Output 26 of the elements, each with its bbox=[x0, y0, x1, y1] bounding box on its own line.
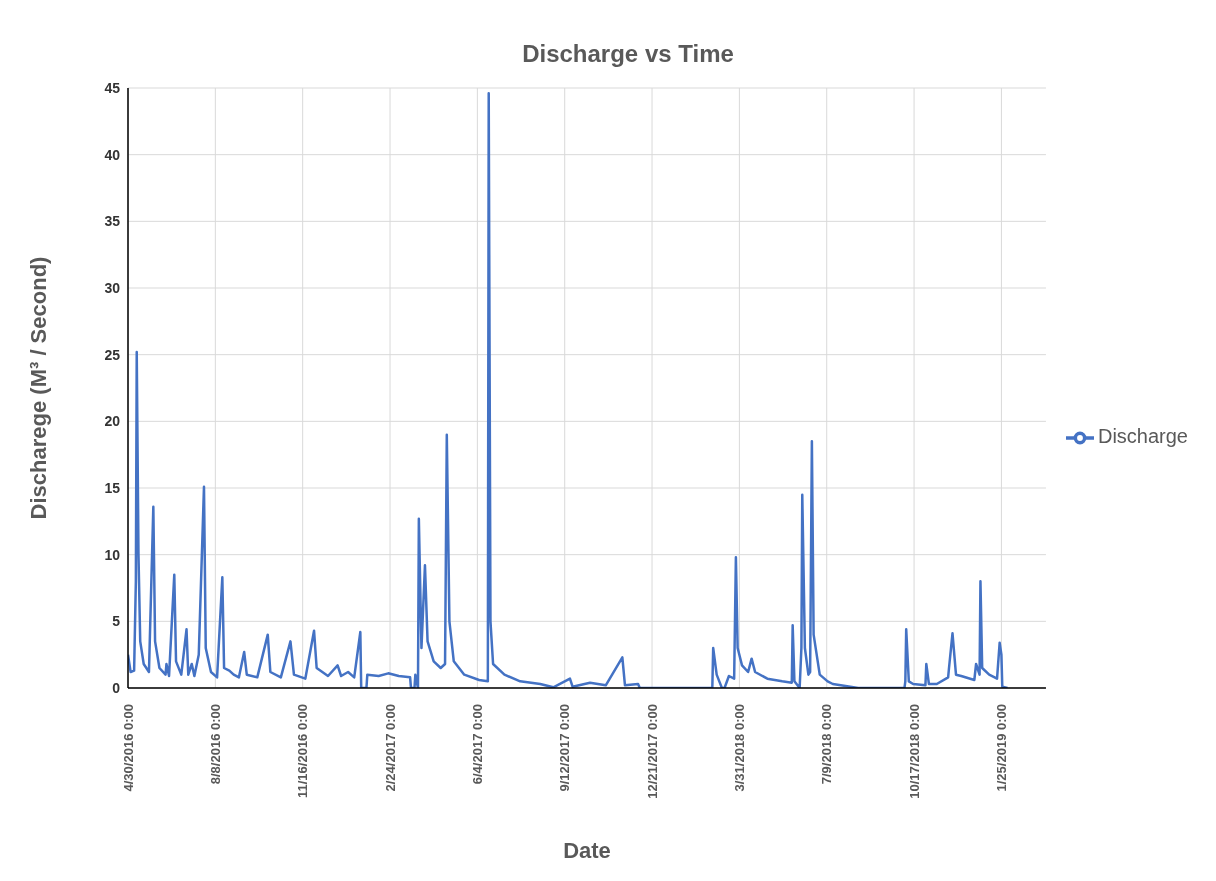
y-tick-label: 35 bbox=[104, 213, 121, 230]
y-tick-label: 5 bbox=[112, 613, 121, 630]
x-tick-label: 6/4/2017 0:00 bbox=[469, 704, 485, 785]
legend-label: Discharge bbox=[1097, 425, 1188, 448]
y-tick-label: 30 bbox=[104, 279, 121, 296]
x-axis-title: Date bbox=[563, 838, 611, 863]
y-tick-label: 0 bbox=[112, 679, 121, 696]
x-tick-label: 3/31/2018 0:00 bbox=[731, 704, 747, 792]
x-tick-label: 11/16/2016 0:00 bbox=[295, 704, 311, 798]
y-axis-title: Discharege (M³ / Second) bbox=[25, 256, 51, 520]
x-tick-label: 4/30/2016 0:00 bbox=[120, 704, 136, 792]
x-tick-label: 2/24/2017 0:00 bbox=[382, 704, 398, 792]
y-tick-label: 25 bbox=[104, 346, 121, 363]
chart-title: Discharge vs Time bbox=[521, 40, 735, 68]
x-tick-label: 7/9/2018 0:00 bbox=[819, 704, 835, 785]
x-tick-label: 10/17/2018 0:00 bbox=[906, 704, 922, 799]
y-tick-label: 15 bbox=[104, 479, 121, 496]
y-tick-label: 40 bbox=[104, 146, 121, 163]
y-tick-label: 20 bbox=[104, 413, 121, 430]
x-tick-label: 9/12/2017 0:00 bbox=[557, 704, 573, 792]
y-tick-label: 10 bbox=[104, 546, 121, 563]
y-tick-label: 45 bbox=[104, 79, 121, 96]
x-tick-label: 8/8/2016 0:00 bbox=[207, 704, 223, 785]
x-tick-label: 12/21/2017 0:00 bbox=[644, 704, 660, 799]
line-series bbox=[128, 92, 1009, 688]
x-tick-label: 1/25/2019 0:00 bbox=[993, 704, 1009, 792]
